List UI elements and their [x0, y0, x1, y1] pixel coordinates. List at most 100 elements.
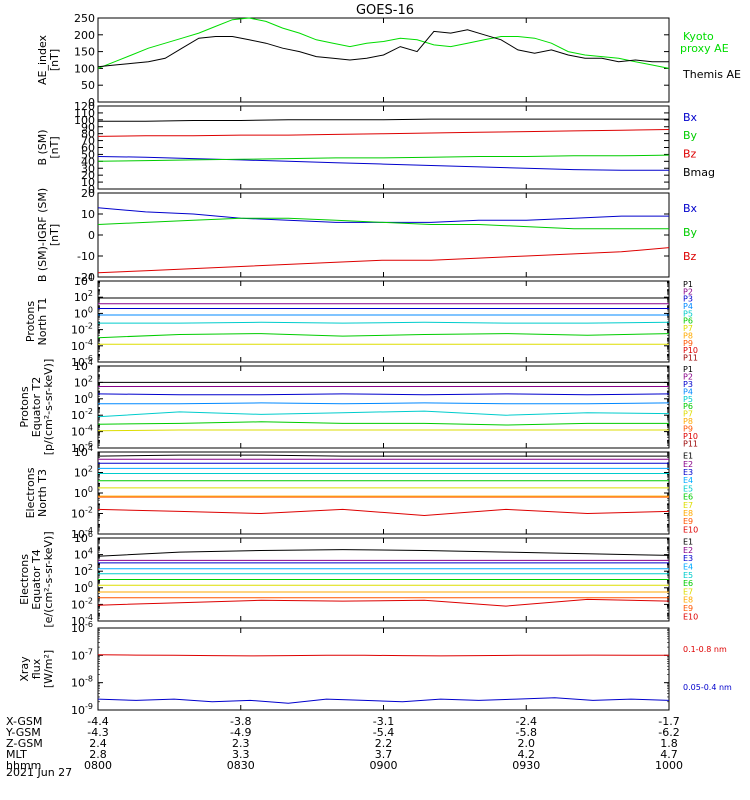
legend-0-1-0-8-nm: 0.1-0.8 nm	[683, 645, 727, 654]
figure-title: GOES-16	[356, 3, 414, 18]
legend-p4: P4	[683, 387, 693, 396]
x-row-label-hhmm: hhmm	[6, 759, 41, 772]
legend-p11: P11	[683, 440, 698, 449]
legend-e3: E3	[683, 554, 693, 563]
legend-e6: E6	[683, 579, 693, 588]
series-line-0-05-0-4-nm	[97, 697, 670, 704]
y-tick-label: 10	[81, 208, 95, 221]
panel-3: -20 -10 0 10 20 B (SM)-IGRF (SM)[nT] Bx By Bz	[36, 187, 698, 284]
legend-bz: Bz	[683, 250, 697, 263]
y-axis-label: AE_index[nT]	[36, 34, 61, 85]
legend-e3: E3	[683, 468, 693, 477]
y-tick-label: 110	[74, 107, 95, 120]
y-tick-label: 50	[81, 79, 95, 92]
y-tick-label: 104	[74, 444, 93, 459]
panel-frame	[97, 365, 670, 449]
x-row-value: -3.1	[373, 715, 394, 728]
y-tick-label: 30	[81, 162, 95, 175]
x-row-value: 2.2	[375, 737, 393, 750]
x-row-label-x-gsm: X-GSM	[6, 715, 42, 728]
series-line-by	[97, 154, 670, 162]
y-tick-label: 104	[74, 273, 93, 288]
x-row-value: 1.8	[660, 737, 678, 750]
x-row-value: 2.8	[89, 748, 107, 761]
legend-p11: P11	[683, 354, 698, 363]
x-row-value: 0930	[512, 759, 540, 772]
series-line-bmag	[98, 118, 669, 122]
y-tick-label: 20	[81, 169, 95, 182]
y-tick-label: 60	[81, 142, 95, 155]
y-tick-label: 10-2	[71, 506, 93, 521]
panel-frame	[97, 451, 670, 535]
y-tick-label: 102	[74, 374, 93, 389]
series-line-bz	[97, 129, 670, 137]
x-row-label-y-gsm: Y-GSM	[5, 726, 41, 739]
y-tick-label: 0	[88, 183, 95, 196]
x-row-value: -4.3	[87, 726, 108, 739]
legend-p4: P4	[683, 302, 693, 311]
y-axis-label: Xrayflux[W/m²]	[18, 650, 55, 688]
legend-p9: P9	[683, 425, 693, 434]
x-row-value: 2.4	[89, 737, 107, 750]
series-line-kyoto-proxy-ae	[97, 17, 670, 69]
series-line-p5	[98, 321, 670, 324]
x-row-value: -5.8	[516, 726, 537, 739]
x-axis-table: X-GSM -4.4 -3.8 -3.1 -2.4 -1.7 Y-GSM -4.3 -4.9 -5…	[5, 715, 683, 772]
legend-p3: P3	[683, 380, 693, 389]
y-tick-label: 100	[74, 485, 93, 500]
legend-p10: P10	[683, 432, 698, 441]
legend-p5: P5	[683, 395, 693, 404]
y-tick-label: 10-2	[71, 596, 93, 611]
panel-frame	[97, 105, 670, 190]
legend-p9: P9	[683, 339, 693, 348]
series-line-0-1-0-8-nm	[97, 654, 669, 657]
x-row-value: 2.3	[232, 737, 250, 750]
x-row-value: 0830	[227, 759, 255, 772]
y-axis-label: B (SM)-IGRF (SM)[nT]	[36, 188, 61, 282]
series-line-p6	[97, 333, 670, 339]
legend-e7: E7	[683, 587, 693, 596]
series-line-e1	[97, 549, 670, 557]
legend-e2: E2	[683, 460, 693, 469]
x-row-value: -2.4	[516, 715, 537, 728]
y-tick-label: 0	[88, 96, 95, 109]
series-line-bx	[97, 156, 669, 171]
y-tick-label: 10-4	[71, 424, 93, 439]
y-tick-label: 100	[74, 580, 93, 595]
legend-p1: P1	[683, 280, 693, 289]
series-line-bx	[97, 207, 669, 223]
legend-bx: Bx	[683, 111, 698, 124]
panel-frame	[97, 627, 670, 711]
legend-p10: P10	[683, 346, 698, 355]
y-tick-label: 102	[74, 289, 93, 304]
x-row-value: -1.7	[658, 715, 679, 728]
x-row-value: -3.8	[230, 715, 251, 728]
legend-p1: P1	[683, 365, 693, 374]
y-tick-label: 80	[81, 128, 95, 141]
series-line-p3	[97, 393, 670, 396]
series-line-e10	[97, 508, 670, 517]
legend-bx: Bx	[683, 202, 698, 215]
y-tick-label: 102	[74, 563, 93, 578]
legend-by: By	[683, 226, 698, 239]
legend-e10: E10	[683, 525, 698, 534]
x-row-value: -5.4	[373, 726, 394, 739]
panel-frame	[97, 17, 670, 103]
y-tick-label: -10	[77, 250, 95, 263]
legend-e5: E5	[683, 571, 693, 580]
y-tick-label: 50	[81, 148, 95, 161]
legend-p7: P7	[683, 324, 693, 333]
series-line-p5	[97, 410, 670, 418]
legend-kyoto-proxy-ae: Kyoto proxy AE	[680, 30, 729, 55]
legend-e8: E8	[683, 596, 693, 605]
x-row-value: -4.9	[230, 726, 251, 739]
series-line-bz	[97, 247, 670, 274]
legend-p6: P6	[683, 402, 693, 411]
y-axis-label: B (SM)[nT]	[36, 129, 61, 165]
series-line-themis-ae	[97, 29, 669, 68]
y-tick-label: 100	[74, 62, 95, 75]
x-row-value: -6.2	[658, 726, 679, 739]
